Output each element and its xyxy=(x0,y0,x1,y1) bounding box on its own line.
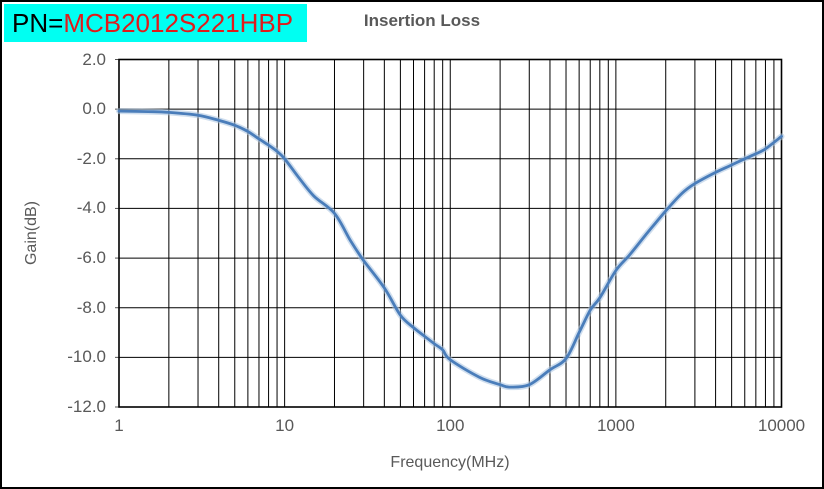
y-tick-label: -2.0 xyxy=(76,148,106,168)
y-axis-title: Gain(dB) xyxy=(23,200,40,266)
y-tick-label: -10.0 xyxy=(67,347,106,367)
y-tick-label: -6.0 xyxy=(76,248,106,268)
y-tick-label: -8.0 xyxy=(76,297,106,317)
chart-title: Insertion Loss xyxy=(363,11,481,30)
y-tick-label: -12.0 xyxy=(67,397,106,416)
pn-prefix-label: PN= xyxy=(12,8,64,38)
y-tick-label: 2.0 xyxy=(82,49,106,69)
x-tick-label: 1000 xyxy=(596,416,635,435)
x-tick-label: 100 xyxy=(436,416,465,435)
pn-value-label: MCB2012S221HBP xyxy=(63,8,294,38)
part-number-badge: PN=MCB2012S221HBP xyxy=(4,4,308,42)
x-tick-label: 10 xyxy=(275,416,295,435)
x-tick-label: 10000 xyxy=(757,416,806,435)
insertion-loss-curve xyxy=(116,108,785,391)
y-tick-label: 0.0 xyxy=(82,99,106,119)
x-axis-title: Frequency(MHz) xyxy=(390,454,510,471)
x-tick-label: 1 xyxy=(114,416,124,435)
y-tick-label: -4.0 xyxy=(76,198,106,218)
